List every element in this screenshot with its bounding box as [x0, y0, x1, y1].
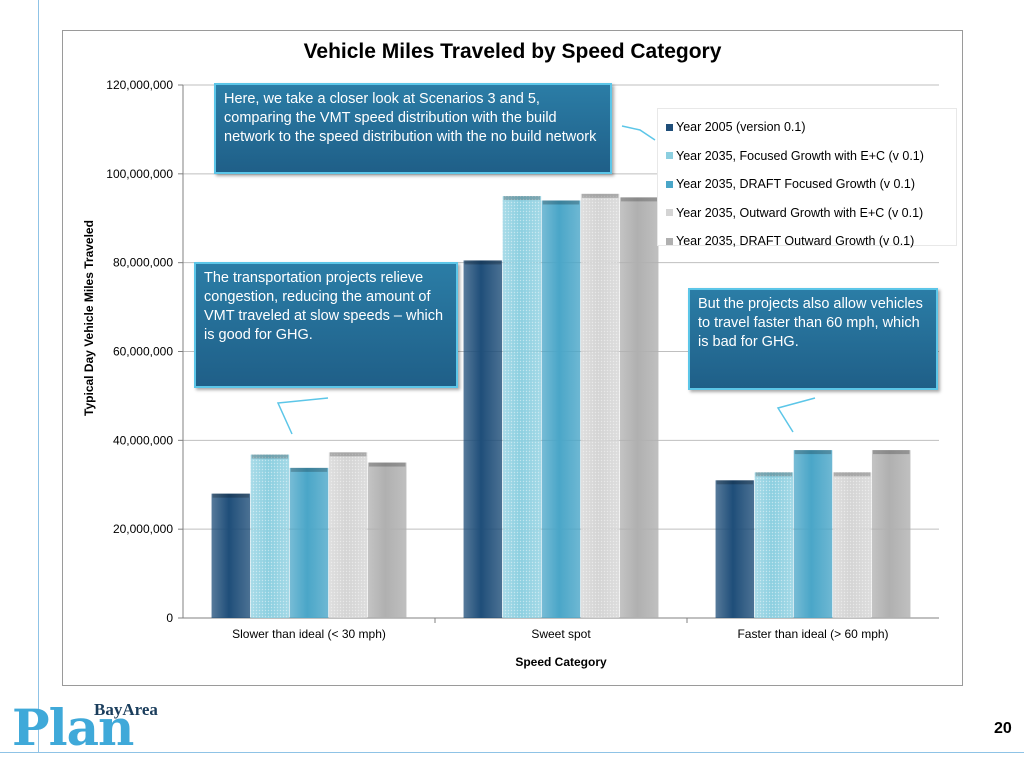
bar: [367, 462, 407, 618]
bar-texture: [328, 452, 368, 618]
bar-texture: [580, 193, 620, 618]
callout-fast-speeds: But the projects also allow vehicles to …: [688, 288, 938, 390]
legend-swatch: [666, 237, 673, 245]
y-tick-label: 100,000,000: [106, 167, 173, 181]
bar-cap: [833, 472, 871, 477]
y-tick-label: 60,000,000: [113, 345, 173, 359]
x-tick-label: Faster than ideal (> 60 mph): [737, 627, 888, 641]
legend-swatch: [666, 209, 673, 217]
bar-texture: [250, 454, 290, 618]
legend-label: Year 2035, Focused Growth with E+C (v 0.…: [676, 148, 924, 163]
callout-pointer: [776, 397, 816, 433]
legend-item: Year 2035, Outward Growth with E+C (v 0.…: [666, 199, 956, 228]
bottom-accent-rule: [0, 752, 1024, 753]
bar-cap: [503, 196, 541, 201]
legend-swatch: [666, 152, 673, 160]
bar-cap: [464, 260, 502, 265]
bar-cap: [794, 450, 832, 455]
y-tick-label: 40,000,000: [113, 433, 173, 447]
bar-cap: [542, 200, 580, 205]
bar-cap: [872, 450, 910, 455]
bar-cap: [716, 480, 754, 485]
legend: Year 2005 (version 0.1) Year 2035, Focus…: [657, 108, 957, 248]
bayarea-plan-logo: Plan BayArea: [12, 698, 162, 758]
bar: [871, 450, 911, 618]
left-accent-rule: [38, 0, 39, 752]
bar: [715, 480, 755, 618]
legend-label: Year 2005 (version 0.1): [676, 120, 806, 135]
chart-title: Vehicle Miles Traveled by Speed Category: [303, 40, 722, 63]
bar: [211, 493, 251, 618]
legend-item: Year 2005 (version 0.1): [666, 113, 956, 142]
callout-pointer: [276, 397, 329, 435]
y-tick-label: 120,000,000: [106, 78, 173, 92]
callout-scenarios: Here, we take a closer look at Scenarios…: [214, 83, 612, 174]
legend-swatch: [666, 123, 673, 131]
bar: [463, 260, 503, 618]
bar-cap: [290, 467, 328, 472]
bar-texture: [832, 472, 872, 618]
bar: [289, 467, 329, 618]
bar-cap: [212, 493, 250, 498]
x-tick-label: Sweet spot: [531, 627, 591, 641]
bar-cap: [329, 452, 367, 457]
logo-plan-text: Plan: [12, 698, 134, 757]
legend-item: Year 2035, DRAFT Outward Growth (v 0.1): [666, 227, 956, 256]
legend-label: Year 2035, DRAFT Outward Growth (v 0.1): [676, 234, 915, 249]
callout-pointer: [621, 125, 656, 141]
legend-item: Year 2035, Focused Growth with E+C (v 0.…: [666, 142, 956, 171]
bar-cap: [251, 454, 289, 459]
bar: [793, 450, 833, 618]
y-tick-label: 80,000,000: [113, 256, 173, 270]
legend-label: Year 2035, Outward Growth with E+C (v 0.…: [676, 205, 924, 220]
y-tick-label: 20,000,000: [113, 522, 173, 536]
bar-cap: [755, 472, 793, 477]
bar-cap: [620, 197, 658, 202]
legend-label: Year 2035, DRAFT Focused Growth (v 0.1): [676, 177, 915, 192]
x-tick-label: Slower than ideal (< 30 mph): [232, 627, 386, 641]
y-tick-label: 0: [166, 611, 173, 625]
legend-item: Year 2035, DRAFT Focused Growth (v 0.1): [666, 170, 956, 199]
bar-texture: [754, 472, 794, 618]
bar: [619, 197, 659, 619]
legend-swatch: [666, 180, 673, 188]
callout-slow-speeds: The transportation projects relieve cong…: [194, 262, 458, 388]
bar-cap: [368, 462, 406, 467]
x-axis-label: Speed Category: [515, 655, 607, 669]
bar-texture: [502, 196, 542, 618]
logo-bayarea-text: BayArea: [94, 700, 158, 719]
bar-cap: [581, 193, 619, 198]
page-number: 20: [994, 720, 1012, 737]
bar: [541, 200, 581, 618]
